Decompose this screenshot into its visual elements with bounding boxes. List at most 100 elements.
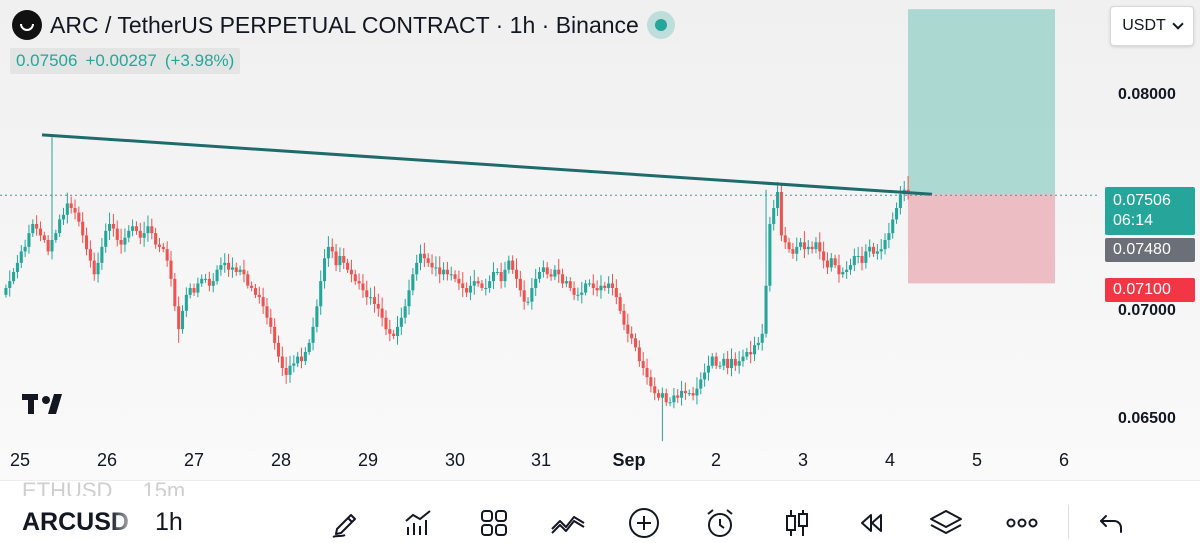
tradingview-logo[interactable] [22,392,70,421]
alarm-icon[interactable] [702,505,738,541]
time-axis-label: 31 [530,450,552,470]
candle-body [472,281,476,286]
candle-body [215,269,219,282]
bottom-toolbar [0,480,1200,543]
time-axis-label: 28 [270,450,292,470]
candle-body [150,226,154,234]
candle-body [852,256,856,266]
candle-body [365,290,369,298]
time-axis-label: 26 [96,450,118,470]
replay-icon[interactable] [853,505,889,541]
candle-body [338,256,342,266]
candle-body [860,256,864,263]
candle-body [587,283,591,285]
candle-body [614,288,618,298]
candle-body [718,365,722,367]
candle-body [848,265,853,270]
market-status-icon[interactable] [646,11,675,39]
undo-icon[interactable] [1093,505,1129,541]
grid-icon[interactable] [476,505,512,541]
candle-body [280,356,284,368]
candle-body [522,290,526,302]
price-axis-label: 0.06500 [1118,410,1176,427]
price-axis-label: 0.07000 [1118,302,1176,319]
candle-body [722,358,726,366]
candle-body [303,352,307,362]
candle-body [706,365,710,373]
candle-body [296,356,300,364]
candle-body [269,317,273,327]
candle-body [403,306,407,318]
timeframe-selector[interactable]: 1h [155,508,183,536]
candle-body [495,272,499,273]
candle-body [703,372,707,380]
candle-body [695,388,699,396]
candle-body [534,278,538,288]
candle-body [491,272,496,282]
candle-body [399,317,403,327]
candle-body [810,246,814,250]
candle-body [630,333,634,339]
more-icon[interactable] [1004,505,1040,541]
stop-price-tag: 0.07100 [1105,278,1195,302]
price-change-pct: (+3.98%) [164,51,235,70]
candle-body [768,224,772,286]
layers-icon[interactable] [928,505,964,541]
candle-body [292,363,296,366]
candle-body [772,208,776,224]
last-price: 0.07506 [16,51,78,70]
candle-body [449,274,453,276]
candle-body [791,249,795,254]
candle-body [311,326,315,343]
candle-body [895,208,899,220]
candle-body [580,292,584,295]
candle-body [518,278,522,291]
chart-area[interactable] [0,0,1200,480]
candle-body [119,240,123,245]
candlestick-chart[interactable] [0,0,1200,480]
candle-body [138,230,142,238]
ghost-timeframe: 15m [142,478,186,496]
time-axis-label: 5 [971,450,983,470]
candle-body [157,244,162,247]
indicators-icon[interactable] [400,505,436,541]
candle-body [227,262,231,270]
candle-body [284,368,288,375]
patterns-icon[interactable] [550,505,586,541]
candle-body [745,352,749,357]
time-axis-label: 3 [797,450,809,470]
candle-body [246,274,250,286]
candle-body [154,233,158,245]
candle-body [856,256,860,257]
candle-body [58,219,62,234]
candle-body [376,304,380,309]
time-axis-label: 30 [444,450,466,470]
current-price-value: 0.07506 [1113,192,1171,209]
candle-body [507,260,511,270]
candles-icon[interactable] [779,505,815,541]
candle-body [676,395,680,398]
candle-body [334,251,338,266]
candle-body [104,230,108,247]
candle-body [353,274,357,282]
previous-symbol-ghost[interactable]: ETHUSD 15m [22,478,185,496]
candle-body [81,221,85,236]
pencil-icon[interactable] [327,505,363,541]
candle-body [764,285,768,334]
candle-body [576,294,580,296]
candle-body [188,288,192,295]
toolbar-separator [1068,505,1069,539]
chart-title[interactable]: ARC / TetherUS PERPETUAL CONTRACT · 1h ·… [50,11,639,38]
candle-body [545,267,549,275]
candle-body [273,326,277,343]
candle-body [65,203,69,215]
candle-body [564,281,568,284]
candle-body [422,253,426,259]
chart-header: ARC / TetherUS PERPETUAL CONTRACT · 1h ·… [10,8,681,42]
current-price-tag: 0.07506 06:14 [1105,187,1195,235]
currency-selector[interactable]: USDT [1110,6,1194,46]
plus-icon[interactable] [626,505,662,541]
candle-body [783,235,787,243]
symbol-logo-icon[interactable] [12,10,42,40]
candle-body [787,242,791,250]
